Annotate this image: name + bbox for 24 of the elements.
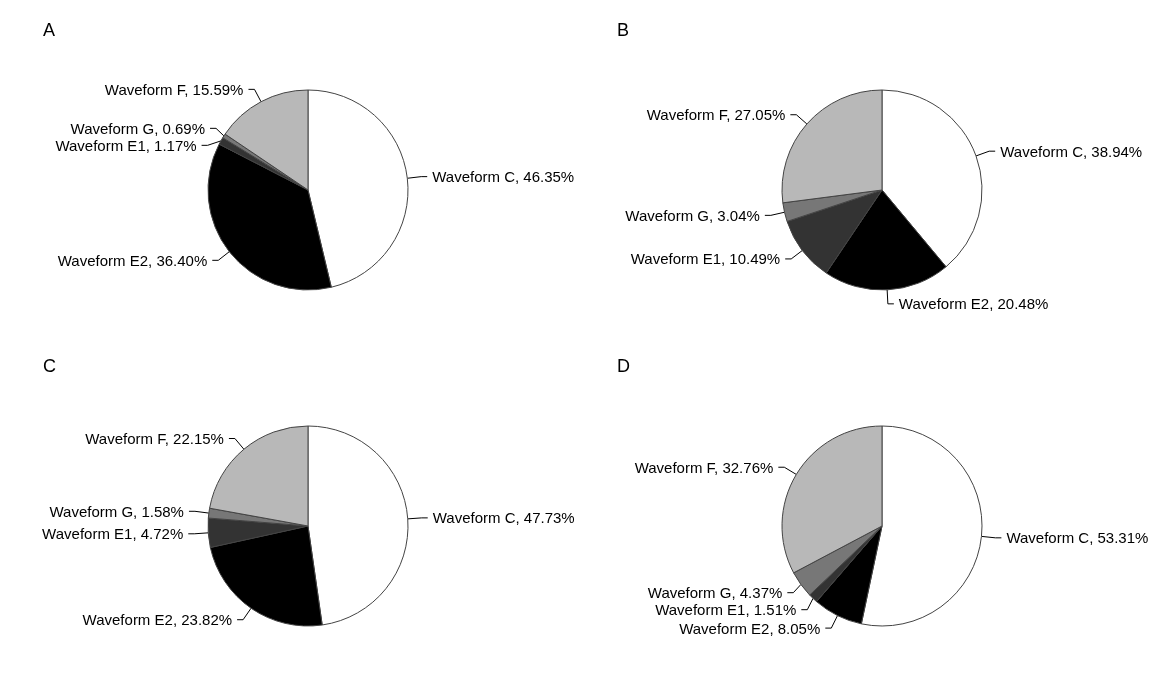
slice-label: Waveform C, 46.35% [432,168,575,186]
slice-label: Waveform E2, 8.05% [679,619,821,637]
chart-title: C [43,356,56,376]
slice-label: Waveform F, 27.05% [646,106,786,124]
slice-label: Waveform C, 38.94% [1000,142,1143,160]
slice-label: Waveform G, 4.37% [647,584,783,602]
slice-label: Waveform E2, 20.48% [898,295,1049,313]
slice-label: Waveform E1, 1.51% [655,601,797,619]
slice-label: Waveform E2, 36.40% [57,251,208,269]
slice-label: Waveform E1, 10.49% [630,250,781,268]
chart-title: D [617,356,630,376]
slice-label: Waveform F, 22.15% [85,430,224,447]
slice-label: Waveform F, 32.76% [634,458,774,476]
slice-label: Waveform G, 3.04% [625,206,760,224]
slice-label: Waveform C, 47.73% [432,509,575,527]
slice-label: Waveform F, 15.59% [104,80,244,98]
slice-label: Waveform G, 1.58% [49,502,184,520]
slice-label: Waveform E2, 23.82% [82,611,233,629]
slice-label: Waveform E1, 1.17% [55,136,197,154]
slice-label: Waveform G, 0.69% [70,119,206,137]
chart-title: B [617,20,630,40]
chart-title: A [43,20,56,40]
slice-label: Waveform E1, 4.72% [42,525,184,543]
slice-label: Waveform C, 53.31% [1006,529,1149,547]
